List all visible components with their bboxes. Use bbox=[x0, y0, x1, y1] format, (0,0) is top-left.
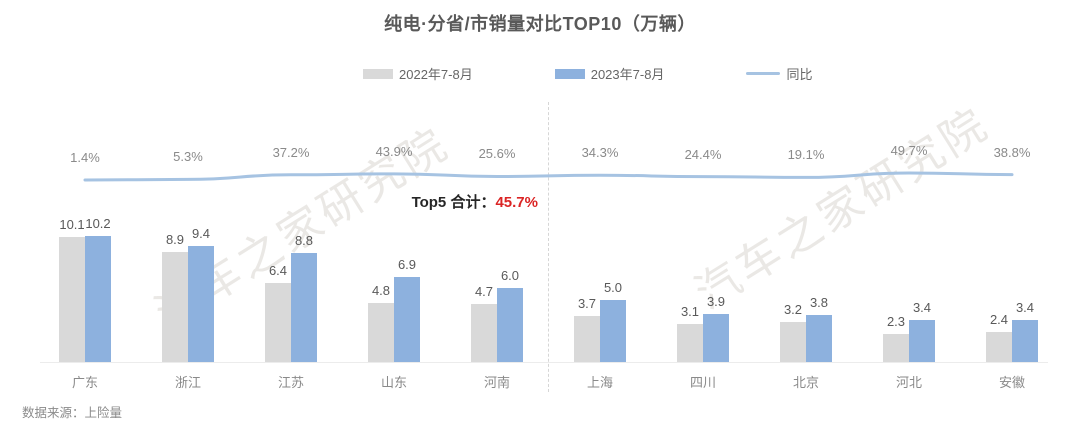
bar-2023 bbox=[497, 287, 523, 362]
bar-value-2022: 3.1 bbox=[680, 303, 700, 319]
bar-value-2022: 2.4 bbox=[989, 312, 1009, 328]
bar-value-2022: 3.2 bbox=[783, 302, 803, 318]
category-label: 河南 bbox=[483, 375, 510, 390]
bar-value-2022: 10.1 bbox=[59, 217, 85, 233]
bar-2022 bbox=[883, 333, 909, 362]
legend-label-yoy: 同比 bbox=[786, 67, 813, 82]
legend-label-2023: 2023年7-8月 bbox=[590, 67, 665, 82]
bar-2023 bbox=[85, 236, 111, 362]
bar-value-2023: 10.2 bbox=[85, 216, 111, 232]
legend-swatch-2023 bbox=[554, 68, 585, 79]
category-label: 四川 bbox=[689, 375, 716, 390]
bar-2023 bbox=[1012, 320, 1038, 362]
bar-2023 bbox=[703, 313, 729, 362]
bar-value-2023: 6.9 bbox=[397, 256, 417, 272]
bar-value-2023: 9.4 bbox=[191, 225, 211, 241]
bar-value-2023: 3.4 bbox=[912, 300, 932, 315]
bar-2023 bbox=[394, 276, 420, 362]
bar-value-2022: 2.3 bbox=[886, 313, 906, 329]
top5-total-prefix: Top5 合计： bbox=[411, 194, 496, 211]
bar-2023 bbox=[291, 253, 317, 362]
bar-2023 bbox=[600, 300, 626, 362]
bar-value-2022: 4.7 bbox=[474, 283, 494, 299]
yoy-percent-label: 43.9% bbox=[375, 143, 413, 159]
category-label: 广东 bbox=[71, 375, 98, 390]
chart-title: 纯电·分省/市销量对比TOP10（万辆） bbox=[384, 14, 696, 34]
category-label: 山东 bbox=[380, 375, 407, 390]
bar-value-2023: 8.8 bbox=[294, 233, 314, 249]
category-label: 北京 bbox=[792, 375, 819, 390]
bar-value-2022: 3.7 bbox=[577, 296, 597, 312]
bar-value-2023: 5.0 bbox=[603, 280, 623, 296]
bar-value-2022: 6.4 bbox=[268, 262, 288, 278]
bar-value-2023: 3.4 bbox=[1015, 300, 1035, 315]
yoy-percent-label: 19.1% bbox=[787, 147, 825, 163]
bar-value-2022: 8.9 bbox=[165, 232, 185, 248]
bar-2022 bbox=[368, 302, 394, 362]
bar-value-2023: 3.8 bbox=[809, 295, 829, 311]
category-label: 江苏 bbox=[277, 375, 304, 390]
bar-2022 bbox=[677, 323, 703, 362]
category-label: 浙江 bbox=[174, 375, 201, 390]
top5-divider-dashed-line bbox=[548, 102, 549, 392]
bar-2023 bbox=[909, 320, 935, 362]
legend-item-2023: 2023年7-8月 bbox=[554, 64, 665, 83]
yoy-percent-label: 49.7% bbox=[890, 142, 928, 158]
category-label: 上海 bbox=[586, 375, 613, 390]
top5-total-value: 45.7% bbox=[495, 194, 538, 211]
top5-total-annotation: Top5 合计：45.7% bbox=[412, 191, 538, 212]
bar-2023 bbox=[806, 315, 832, 362]
legend-item-2022: 2022年7-8月 bbox=[363, 64, 473, 83]
bar-2022 bbox=[986, 332, 1012, 362]
legend-line-swatch-yoy bbox=[746, 72, 781, 75]
bar-2022 bbox=[265, 282, 291, 362]
bar-2022 bbox=[162, 252, 188, 362]
data-source-note: 数据来源：上险量 bbox=[22, 406, 123, 420]
yoy-percent-label: 5.3% bbox=[173, 149, 203, 165]
bar-value-2023: 6.0 bbox=[500, 267, 520, 283]
yoy-percent-label: 34.3% bbox=[581, 145, 619, 161]
bar-2022 bbox=[780, 322, 806, 362]
category-label: 安徽 bbox=[998, 375, 1025, 390]
bar-2022 bbox=[471, 303, 497, 362]
bar-2022 bbox=[574, 316, 600, 362]
bar-value-2022: 4.8 bbox=[371, 282, 391, 298]
yoy-percent-label: 38.8% bbox=[993, 144, 1031, 160]
bar-2022 bbox=[59, 237, 85, 362]
x-axis-line bbox=[40, 362, 1048, 363]
yoy-percent-label: 24.4% bbox=[684, 146, 722, 162]
yoy-percent-label: 37.2% bbox=[272, 144, 310, 160]
bar-2023 bbox=[188, 245, 214, 362]
legend-label-2022: 2022年7-8月 bbox=[399, 67, 473, 82]
yoy-percent-label: 1.4% bbox=[70, 149, 100, 165]
legend-swatch-2022 bbox=[363, 68, 393, 79]
legend-item-yoy: 同比 bbox=[746, 64, 812, 83]
yoy-percent-label: 25.6% bbox=[478, 146, 516, 162]
chart-legend: 2022年7-8月 2023年7-8月 同比 bbox=[363, 64, 812, 83]
bar-value-2023: 3.9 bbox=[706, 293, 726, 309]
category-label: 河北 bbox=[895, 375, 922, 390]
